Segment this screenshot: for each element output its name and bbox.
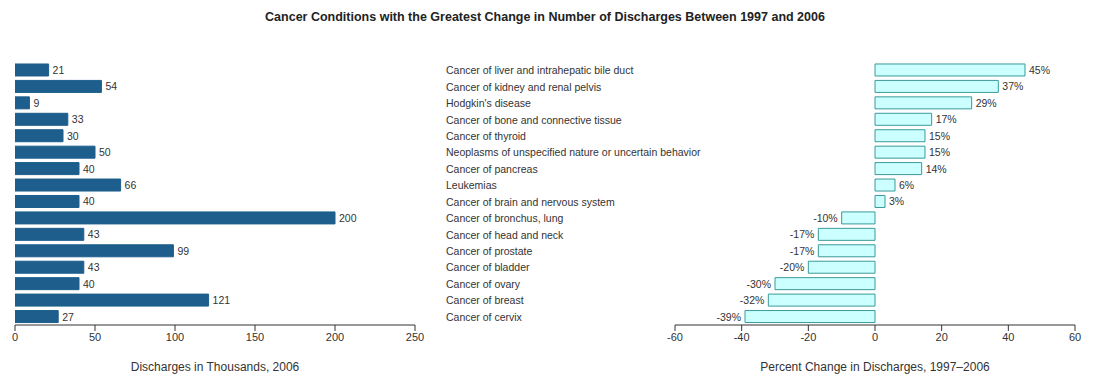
svg-text:Cancer of thyroid: Cancer of thyroid bbox=[446, 130, 526, 142]
svg-text:Cancer of breast: Cancer of breast bbox=[446, 294, 524, 306]
svg-text:29%: 29% bbox=[976, 97, 997, 109]
svg-text:66: 66 bbox=[125, 179, 137, 191]
svg-text:Hodgkin's disease: Hodgkin's disease bbox=[446, 97, 531, 109]
svg-text:150: 150 bbox=[246, 331, 264, 343]
svg-text:20: 20 bbox=[936, 331, 948, 343]
svg-text:Cancer of brain and nervous sy: Cancer of brain and nervous system bbox=[446, 196, 615, 208]
svg-text:Cancer of pancreas: Cancer of pancreas bbox=[446, 163, 538, 175]
svg-text:3%: 3% bbox=[889, 195, 904, 207]
svg-text:250: 250 bbox=[406, 331, 424, 343]
svg-text:50: 50 bbox=[99, 146, 111, 158]
svg-text:100: 100 bbox=[166, 331, 184, 343]
svg-text:-39%: -39% bbox=[716, 311, 741, 323]
svg-text:-17%: -17% bbox=[790, 245, 815, 257]
svg-text:15%: 15% bbox=[929, 130, 950, 142]
svg-text:9: 9 bbox=[33, 97, 39, 109]
svg-text:-17%: -17% bbox=[790, 228, 815, 240]
svg-text:Cancer of prostate: Cancer of prostate bbox=[446, 245, 533, 257]
svg-text:-20: -20 bbox=[800, 331, 816, 343]
svg-text:Cancer of bone and connective: Cancer of bone and connective tissue bbox=[446, 114, 622, 126]
svg-text:Percent Change in Discharges,: Percent Change in Discharges, 1997–2006 bbox=[760, 360, 990, 374]
svg-text:200: 200 bbox=[339, 212, 357, 224]
svg-text:54: 54 bbox=[105, 80, 117, 92]
svg-text:40: 40 bbox=[1002, 331, 1014, 343]
svg-text:Cancer of ovary: Cancer of ovary bbox=[446, 278, 521, 290]
svg-text:-40: -40 bbox=[734, 331, 750, 343]
svg-text:Cancer of bronchus, lung: Cancer of bronchus, lung bbox=[446, 212, 563, 224]
svg-text:40: 40 bbox=[83, 163, 95, 175]
svg-text:30: 30 bbox=[67, 130, 79, 142]
svg-text:27: 27 bbox=[62, 311, 74, 323]
svg-text:-32%: -32% bbox=[740, 294, 765, 306]
svg-text:Neoplasms of unspecified natur: Neoplasms of unspecified nature or uncer… bbox=[446, 146, 701, 158]
svg-text:0: 0 bbox=[12, 331, 18, 343]
svg-text:21: 21 bbox=[53, 64, 65, 76]
svg-text:37%: 37% bbox=[1002, 80, 1023, 92]
svg-text:40: 40 bbox=[83, 195, 95, 207]
svg-text:14%: 14% bbox=[926, 163, 947, 175]
svg-text:43: 43 bbox=[88, 261, 100, 273]
svg-text:-10%: -10% bbox=[813, 212, 838, 224]
svg-text:Leukemias: Leukemias bbox=[446, 179, 497, 191]
svg-text:99: 99 bbox=[177, 245, 189, 257]
svg-text:50: 50 bbox=[89, 331, 101, 343]
svg-text:121: 121 bbox=[213, 294, 231, 306]
svg-text:0: 0 bbox=[872, 331, 878, 343]
svg-text:Cancer of head and neck: Cancer of head and neck bbox=[446, 229, 564, 241]
svg-text:-20%: -20% bbox=[780, 261, 805, 273]
svg-text:45%: 45% bbox=[1029, 64, 1050, 76]
svg-text:-60: -60 bbox=[667, 331, 683, 343]
svg-text:43: 43 bbox=[88, 228, 100, 240]
svg-text:Cancer of bladder: Cancer of bladder bbox=[446, 261, 530, 273]
svg-text:40: 40 bbox=[83, 278, 95, 290]
svg-text:200: 200 bbox=[326, 331, 344, 343]
svg-text:Cancer of kidney and renal pel: Cancer of kidney and renal pelvis bbox=[446, 81, 601, 93]
svg-text:15%: 15% bbox=[929, 146, 950, 158]
svg-text:33: 33 bbox=[72, 113, 84, 125]
svg-text:6%: 6% bbox=[899, 179, 914, 191]
svg-text:17%: 17% bbox=[936, 113, 957, 125]
svg-text:-30%: -30% bbox=[746, 278, 771, 290]
svg-text:Cancer of liver and intrahepat: Cancer of liver and intrahepatic bile du… bbox=[446, 64, 633, 76]
svg-text:Discharges in Thousands, 2006: Discharges in Thousands, 2006 bbox=[131, 360, 300, 374]
svg-text:60: 60 bbox=[1069, 331, 1081, 343]
html-text:Cancer Conditions with the Gre: Cancer Conditions with the Greatest Chan… bbox=[265, 10, 825, 24]
svg-text:Cancer of cervix: Cancer of cervix bbox=[446, 311, 523, 323]
